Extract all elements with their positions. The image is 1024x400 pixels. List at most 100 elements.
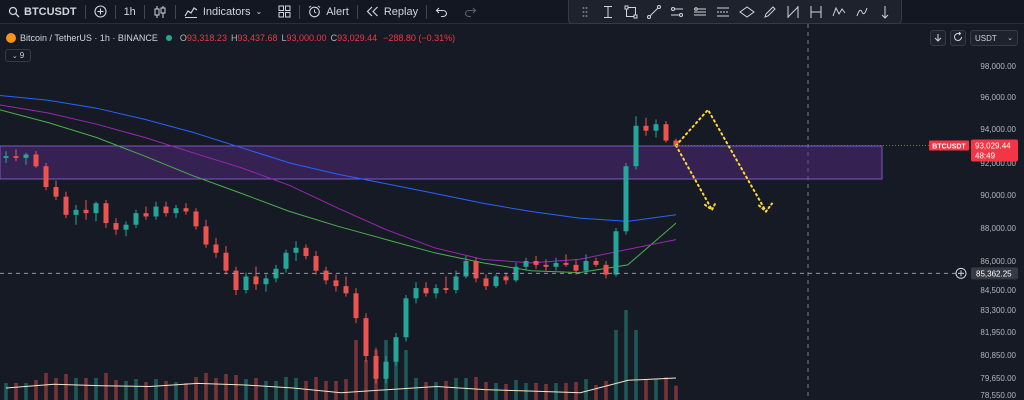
volume-bar xyxy=(184,383,188,400)
xabcd-pattern-icon[interactable] xyxy=(829,2,849,22)
candle-body xyxy=(613,231,619,275)
price-axis-tick: 81,950.00 xyxy=(980,328,1016,337)
volume-ma-line xyxy=(5,377,677,394)
candle xyxy=(233,266,239,295)
candle-body xyxy=(523,261,529,267)
candle-body xyxy=(583,261,589,271)
candle-body xyxy=(443,288,449,290)
candle-body xyxy=(133,213,139,225)
candle xyxy=(563,254,569,267)
candle-body xyxy=(413,288,419,299)
price-axis-tick: 96,000.00 xyxy=(980,93,1016,102)
legend-close-value: 93,029.44 xyxy=(337,33,378,43)
volume-bar xyxy=(204,373,208,400)
volume-bar xyxy=(644,379,648,400)
volume-bar xyxy=(674,385,678,400)
interval-button[interactable]: 1h xyxy=(123,5,136,18)
candle-body xyxy=(233,270,239,290)
replay-label: Replay xyxy=(383,5,419,18)
alert-button[interactable]: Alert xyxy=(300,0,357,24)
volume-bar xyxy=(464,378,468,400)
price-chart[interactable]: 98,000.00 96,000.00 94,000.00 92,000.00 90,0… xyxy=(0,24,1024,400)
price-axis-tick: 83,300.00 xyxy=(980,306,1016,315)
redo-button[interactable] xyxy=(456,0,485,24)
chart-type-button[interactable] xyxy=(145,0,175,24)
volume-bar xyxy=(254,378,258,400)
currency-select[interactable]: USDT ⌄ xyxy=(970,30,1018,46)
symbol-label: BTCUSDT xyxy=(24,5,77,18)
projection-path xyxy=(675,108,767,213)
candle xyxy=(443,276,449,294)
undo-button[interactable] xyxy=(427,0,456,24)
candle xyxy=(243,272,249,294)
candle-body xyxy=(343,286,349,294)
volume-bar xyxy=(434,382,438,400)
refresh-icon xyxy=(953,31,963,44)
candle-body xyxy=(153,206,159,217)
indicators-collapse-button[interactable]: ⌄ 9 xyxy=(5,49,31,62)
layouts-button[interactable] xyxy=(270,0,299,24)
candle xyxy=(113,218,119,235)
volume-bar xyxy=(304,381,308,400)
volume-bar xyxy=(124,381,128,400)
candle xyxy=(573,259,579,275)
indicators-label: Indicators xyxy=(202,5,251,18)
replay-button[interactable]: Replay xyxy=(358,0,426,24)
volume-bar xyxy=(114,380,118,400)
candle-body xyxy=(393,337,399,362)
candle xyxy=(293,241,299,261)
rectangle-icon[interactable] xyxy=(621,2,641,22)
price-axis-background xyxy=(970,24,1024,400)
candle-body xyxy=(433,288,439,294)
fib-retracement-icon[interactable] xyxy=(783,2,803,22)
volume-bar xyxy=(274,381,278,400)
projection-arrowhead xyxy=(704,200,717,212)
text-cursor-icon[interactable] xyxy=(598,2,618,22)
volume-bar xyxy=(594,385,598,400)
compare-symbol-button[interactable] xyxy=(86,0,115,24)
candle xyxy=(3,151,9,163)
path-icon[interactable] xyxy=(852,2,872,22)
candle-body xyxy=(373,355,379,379)
candle xyxy=(213,237,219,258)
ellipse-icon[interactable] xyxy=(737,2,757,22)
long-position-icon[interactable] xyxy=(713,2,733,22)
price-axis-tick: 94,000.00 xyxy=(980,125,1016,134)
candle-body xyxy=(313,256,319,271)
trend-line-icon[interactable] xyxy=(644,2,664,22)
candle-body xyxy=(253,276,259,285)
scroll-to-latest-button[interactable] xyxy=(930,30,946,46)
search-icon xyxy=(8,6,20,18)
candle xyxy=(253,266,259,290)
volume-bar xyxy=(224,374,228,400)
price-axis-tick: 84,500.00 xyxy=(980,286,1016,295)
parallel-channel-icon[interactable] xyxy=(667,2,687,22)
reset-chart-button[interactable] xyxy=(950,30,966,46)
price-axis-tick: 79,650.00 xyxy=(980,374,1016,383)
symbol-search-button[interactable]: BTCUSDT xyxy=(0,0,85,24)
grid-icon xyxy=(278,5,291,18)
candle-body xyxy=(603,264,609,275)
pitchfork-icon[interactable] xyxy=(806,2,826,22)
moving-average-line xyxy=(0,104,677,264)
volume-bar xyxy=(514,380,518,400)
drag-handle-icon[interactable] xyxy=(575,2,595,22)
chevron-down-icon: ⌄ xyxy=(255,7,263,16)
text-icon[interactable] xyxy=(875,2,895,22)
chevron-down-icon: ⌄ xyxy=(1007,35,1013,42)
alarm-clock-icon xyxy=(308,5,321,18)
horizontal-ray-icon[interactable] xyxy=(690,2,710,22)
candle-body xyxy=(63,196,69,215)
pen-icon[interactable] xyxy=(760,2,780,22)
add-alert-plus-icon[interactable] xyxy=(955,267,967,279)
candle xyxy=(153,201,159,220)
toolbar-divider xyxy=(356,4,358,19)
volume-bar xyxy=(4,383,8,400)
candle-body xyxy=(363,318,369,356)
volume-bar xyxy=(634,330,638,400)
candle-body xyxy=(173,208,179,214)
current-price-badge xyxy=(971,139,1018,162)
volume-bar xyxy=(144,382,148,400)
candle-body xyxy=(303,247,309,257)
indicators-button[interactable]: Indicators ⌄ xyxy=(176,0,270,24)
